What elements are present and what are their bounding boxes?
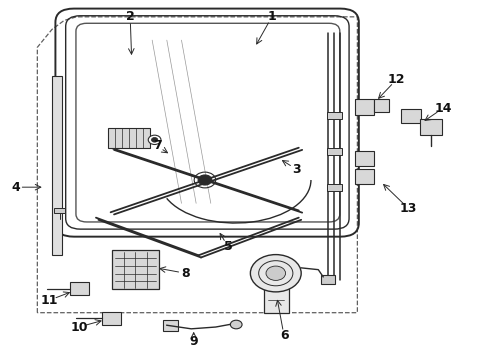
Text: 5: 5: [223, 240, 232, 253]
Bar: [112, 250, 159, 289]
Bar: [420, 119, 442, 135]
Text: 6: 6: [280, 329, 289, 342]
Bar: [355, 151, 374, 166]
Circle shape: [230, 320, 242, 329]
Text: 2: 2: [126, 10, 135, 23]
Text: 3: 3: [292, 163, 301, 176]
Bar: [355, 169, 374, 184]
Circle shape: [198, 175, 212, 185]
Text: 9: 9: [189, 335, 198, 348]
Text: 1: 1: [268, 10, 276, 23]
Text: 13: 13: [400, 202, 417, 215]
Bar: [70, 282, 89, 296]
Circle shape: [266, 266, 286, 280]
Circle shape: [250, 255, 301, 292]
Text: 8: 8: [181, 267, 190, 280]
Bar: [355, 99, 374, 116]
Bar: [264, 271, 289, 313]
Text: 7: 7: [153, 139, 161, 152]
Bar: [327, 184, 342, 191]
Bar: [401, 109, 421, 123]
Bar: [54, 208, 65, 213]
Bar: [327, 112, 342, 119]
Text: 10: 10: [70, 320, 88, 333]
Text: 4: 4: [11, 181, 20, 194]
Circle shape: [148, 135, 161, 144]
Circle shape: [151, 138, 158, 142]
Text: 14: 14: [434, 102, 452, 115]
Bar: [108, 128, 150, 148]
Bar: [374, 99, 389, 112]
Bar: [102, 312, 121, 325]
Text: 12: 12: [388, 73, 405, 86]
Text: 11: 11: [41, 294, 58, 307]
Bar: [163, 320, 178, 330]
Bar: [327, 148, 342, 155]
Bar: [321, 275, 335, 284]
Bar: [52, 76, 62, 255]
